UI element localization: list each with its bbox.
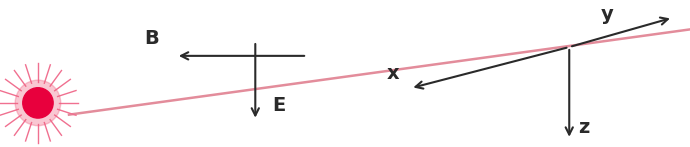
- Text: B: B: [144, 29, 159, 48]
- Ellipse shape: [15, 80, 61, 126]
- Text: y: y: [601, 5, 613, 24]
- Text: x: x: [387, 64, 400, 83]
- Text: E: E: [273, 96, 286, 115]
- Text: z: z: [578, 118, 589, 137]
- Ellipse shape: [23, 88, 53, 118]
